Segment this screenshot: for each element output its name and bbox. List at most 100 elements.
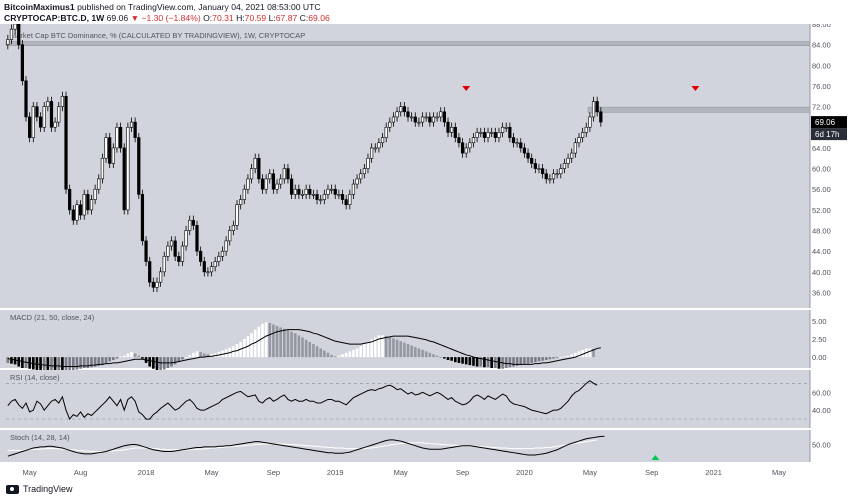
macd-bar xyxy=(508,357,512,368)
rsi-pane-title: RSI (14, close) xyxy=(10,373,60,382)
macd-bar xyxy=(395,339,399,358)
macd-bar xyxy=(457,357,461,363)
time-axis-tick-10: Sep xyxy=(645,468,658,477)
macd-bar xyxy=(581,349,584,358)
candle xyxy=(104,137,108,159)
macd-bar xyxy=(464,357,468,365)
candle xyxy=(249,168,254,180)
macd-bar xyxy=(359,346,363,358)
macd-bar xyxy=(301,337,304,358)
macd-bar xyxy=(261,323,264,358)
candle xyxy=(115,126,119,149)
candle xyxy=(460,142,465,154)
time-axis-tick-8: 2020 xyxy=(516,468,533,477)
candle xyxy=(38,116,43,128)
macd-bar xyxy=(537,357,541,362)
macd-bar xyxy=(64,357,68,372)
candle xyxy=(300,194,305,196)
macd-bar xyxy=(250,333,253,358)
macd-bar xyxy=(443,357,446,359)
candle xyxy=(93,188,97,200)
macd-bar xyxy=(344,352,348,358)
candle xyxy=(75,204,79,221)
macd-bar xyxy=(530,357,534,363)
macd-bar xyxy=(57,357,61,371)
candle xyxy=(148,261,152,283)
macd-bar xyxy=(534,357,537,363)
candle xyxy=(482,132,487,138)
macd-bar xyxy=(126,353,130,358)
candle xyxy=(500,126,505,133)
candle xyxy=(377,142,381,149)
candle xyxy=(359,173,363,180)
candle xyxy=(424,116,428,119)
candle xyxy=(435,116,439,119)
macd-bar xyxy=(155,357,159,371)
price-axis-tick-2: 44.00 xyxy=(812,247,831,256)
candle xyxy=(78,204,83,216)
candle xyxy=(118,126,123,149)
candle xyxy=(384,126,388,138)
macd-bar xyxy=(432,354,435,358)
macd-bar xyxy=(97,357,101,366)
macd-bar xyxy=(206,354,210,358)
candle xyxy=(9,28,14,40)
last-price-tag-text: 69.06 xyxy=(815,118,836,127)
candle xyxy=(370,147,374,159)
resistance-band-1 xyxy=(587,106,811,113)
macd-bar xyxy=(315,346,319,358)
candle xyxy=(311,194,316,196)
price-axis-tick-0: 36.00 xyxy=(812,289,831,298)
macd-bar xyxy=(297,335,301,358)
ohlc-open-label: O: xyxy=(203,13,213,23)
candle xyxy=(228,230,232,242)
symbol-name[interactable]: CRYPTOCAP:BTC.D, 1W xyxy=(4,13,105,23)
candle xyxy=(235,204,239,226)
candle xyxy=(286,168,290,180)
time-axis-tick-9: May xyxy=(583,468,597,477)
rsi-line xyxy=(7,380,598,421)
candle xyxy=(570,152,574,159)
macd-bar xyxy=(115,357,119,359)
author-name[interactable]: BitcoinMaximus1 xyxy=(4,2,75,12)
candle xyxy=(581,132,585,138)
macd-bar xyxy=(406,344,410,358)
candle xyxy=(100,157,105,180)
macd-bar xyxy=(279,327,282,358)
price-axis-tick-9: 72.00 xyxy=(812,103,831,112)
candle xyxy=(493,132,497,138)
candle xyxy=(446,121,450,133)
macd-bar xyxy=(173,357,177,365)
macd-bar xyxy=(337,355,341,358)
candle xyxy=(162,256,166,273)
chart-area[interactable]: 36.00 40.00 44.00 48.00 52.00 56.00 60.00 64.00… xyxy=(0,24,850,482)
macd-bar xyxy=(275,325,279,358)
candle xyxy=(206,271,210,274)
candle xyxy=(584,126,588,133)
candle xyxy=(86,194,90,211)
macd-bar xyxy=(450,357,453,361)
macd-bar xyxy=(475,357,479,367)
macd-bar xyxy=(286,330,290,358)
macd-axis-tick-0: 5.00 xyxy=(812,317,827,326)
candle xyxy=(140,194,145,242)
time-axis-tick-1: Aug xyxy=(74,468,87,477)
macd-bar xyxy=(566,355,570,358)
candle xyxy=(533,163,537,169)
time-axis-tick-5: 2019 xyxy=(327,468,344,477)
publish-info: published on TradingView.com, January 04… xyxy=(77,2,321,12)
candle xyxy=(573,142,577,154)
footer-brand[interactable]: TradingView xyxy=(23,484,73,494)
macd-axis-tick-2: 0.00 xyxy=(812,353,827,362)
macd-bar xyxy=(82,357,86,368)
candle xyxy=(188,219,192,231)
ohlc-open: 70.31 xyxy=(212,13,234,23)
price-pane-title: Market Cap BTC Dominance, % (CALCULATED … xyxy=(10,31,305,40)
candle xyxy=(31,106,35,138)
candle xyxy=(242,188,246,200)
macd-bar xyxy=(290,331,293,358)
candle xyxy=(289,178,294,195)
macd-bar xyxy=(133,353,137,358)
candle xyxy=(108,137,112,164)
ohlc-close-label: C: xyxy=(299,13,309,23)
